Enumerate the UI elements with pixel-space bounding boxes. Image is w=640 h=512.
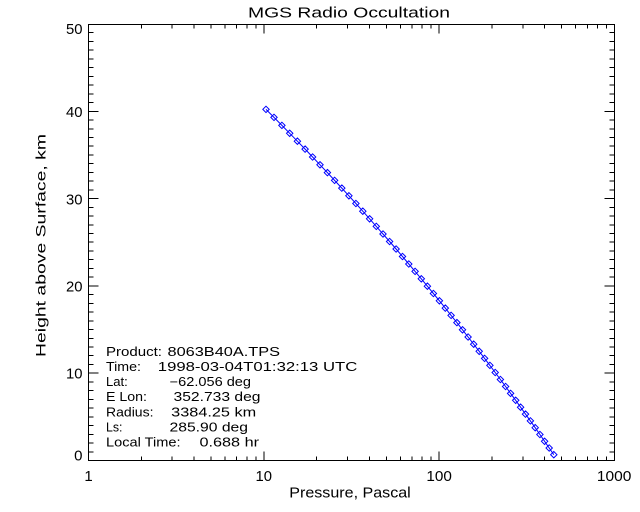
svg-text:10: 10 [66,366,83,383]
svg-text:Radius:: Radius: [106,405,154,419]
svg-text:Pressure, Pascal: Pressure, Pascal [289,485,411,501]
svg-text:0: 0 [74,448,82,465]
svg-text:10: 10 [256,468,273,485]
svg-text:100: 100 [426,468,452,485]
svg-text:3384.25 km: 3384.25 km [171,405,256,419]
svg-text:Ls:: Ls: [106,421,123,435]
svg-text:20: 20 [66,279,83,296]
svg-text:Local Time:: Local Time: [106,436,181,450]
svg-text:0.688 hr: 0.688 hr [200,436,260,450]
svg-text:Lat:: Lat: [106,375,128,389]
svg-text:MGS Radio Occultation: MGS Radio Occultation [248,5,450,22]
svg-text:352.733 deg: 352.733 deg [174,390,261,404]
svg-text:1: 1 [84,468,92,485]
svg-text:8063B40A.TPS: 8063B40A.TPS [168,345,281,359]
svg-text:50: 50 [66,21,83,38]
svg-text:Time:: Time: [106,360,141,374]
svg-text:Height above Surface, km: Height above Surface, km [33,134,49,357]
svg-text:E Lon:: E Lon: [106,390,147,404]
svg-text:−62.056 deg: −62.056 deg [170,375,251,389]
svg-text:285.90 deg: 285.90 deg [170,421,249,435]
svg-text:Product:: Product: [106,345,162,359]
svg-text:1000: 1000 [597,468,632,485]
svg-text:30: 30 [66,192,83,209]
svg-text:40: 40 [66,104,83,121]
svg-text:1998-03-04T01:32:13 UTC: 1998-03-04T01:32:13 UTC [158,360,357,374]
